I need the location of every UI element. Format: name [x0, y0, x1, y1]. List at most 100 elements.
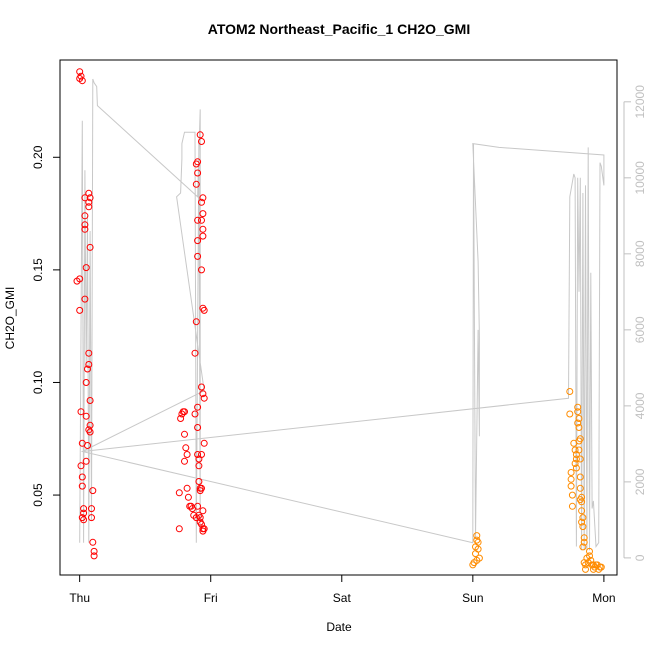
bottom-axis: Thu Fri Sat Sun Mon	[69, 574, 616, 605]
data-point	[568, 502, 576, 510]
data-point	[194, 158, 202, 166]
chart-title: ATOM2 Northeast_Pacific_1 CH2O_GMI	[208, 21, 470, 37]
data-point	[578, 507, 586, 515]
data-point	[576, 473, 584, 481]
data-point	[82, 457, 90, 465]
data-point	[175, 525, 183, 533]
data-point	[196, 514, 204, 522]
data-point	[81, 194, 89, 202]
x-tick-label: Sun	[462, 591, 483, 605]
data-point	[597, 563, 605, 571]
data-point	[85, 426, 93, 434]
data-point	[82, 379, 90, 386]
data-point	[578, 493, 586, 501]
data-point	[78, 77, 86, 85]
data-point	[566, 388, 574, 395]
data-point	[568, 491, 576, 499]
data-point	[198, 383, 205, 391]
data-point	[198, 484, 205, 492]
data-point	[198, 451, 205, 458]
data-point	[192, 180, 200, 188]
x-tick-label: Sat	[333, 591, 352, 605]
data-point	[80, 516, 88, 524]
data-point	[200, 394, 208, 402]
data-point	[196, 131, 204, 139]
data-point	[576, 484, 584, 492]
data-point	[199, 507, 207, 515]
data-point	[76, 68, 84, 76]
data-point	[582, 565, 589, 573]
data-point	[572, 464, 580, 472]
data-point	[199, 210, 207, 218]
data-point	[89, 538, 97, 546]
data-point	[85, 203, 93, 211]
data-point	[567, 469, 575, 476]
data-point	[86, 243, 94, 251]
data-point	[88, 505, 95, 513]
y-tick-label: 0.10	[31, 370, 45, 394]
data-point	[575, 446, 583, 454]
data-point	[572, 455, 580, 463]
data-point	[78, 482, 86, 490]
data-point	[574, 408, 582, 416]
data-point	[567, 482, 575, 490]
data-point	[86, 397, 94, 404]
data-point	[177, 415, 185, 422]
data-point	[198, 266, 205, 274]
data-point	[192, 318, 200, 326]
plot-frame	[59, 59, 618, 576]
data-point	[89, 487, 97, 495]
altitude-layer	[79, 78, 605, 551]
data-point	[183, 451, 191, 458]
data-point	[580, 538, 588, 546]
y2-tick-label: 12000	[633, 85, 647, 119]
data-point	[198, 198, 205, 206]
data-point	[88, 514, 95, 522]
data-point	[199, 232, 207, 240]
data-point	[571, 460, 579, 467]
data-point	[199, 194, 207, 202]
points-layer	[73, 68, 605, 573]
data-point	[200, 439, 208, 447]
right-axis: 0 2000 4000 6000 8000 10000 12000	[623, 85, 647, 561]
data-point	[199, 527, 207, 535]
data-point	[473, 556, 481, 564]
data-point	[586, 547, 593, 555]
data-point	[80, 509, 88, 517]
data-point	[566, 410, 574, 418]
data-point	[574, 403, 582, 411]
data-point	[194, 403, 202, 411]
x-tick-label: Fri	[204, 591, 218, 605]
y2-tick-label: 10000	[633, 161, 647, 195]
data-point	[571, 446, 579, 454]
data-point	[76, 306, 84, 314]
y-tick-label: 0.05	[31, 483, 45, 507]
data-point	[194, 424, 202, 431]
y2-tick-label: 2000	[633, 468, 647, 495]
data-point	[474, 545, 482, 553]
data-point	[194, 237, 202, 245]
data-point	[85, 349, 93, 357]
data-point	[199, 390, 207, 398]
left-axis: 0.05 0.10 0.15 0.20	[31, 145, 60, 507]
data-point	[175, 489, 183, 497]
y2-tick-label: 6000	[633, 316, 647, 343]
data-point	[81, 225, 89, 233]
data-point	[82, 264, 90, 272]
data-point	[80, 505, 88, 513]
data-point	[579, 543, 587, 551]
data-point	[578, 518, 586, 526]
data-point	[194, 451, 202, 458]
y2-tick-label: 4000	[633, 392, 647, 419]
data-point	[198, 216, 205, 224]
x-tick-label: Thu	[69, 591, 90, 605]
data-point	[194, 216, 202, 224]
data-point	[579, 514, 587, 522]
data-point	[586, 552, 593, 560]
data-point	[473, 532, 481, 540]
data-point	[86, 194, 94, 202]
data-point	[200, 306, 208, 314]
y-tick-label: 0.20	[31, 145, 45, 169]
data-point	[77, 408, 85, 416]
